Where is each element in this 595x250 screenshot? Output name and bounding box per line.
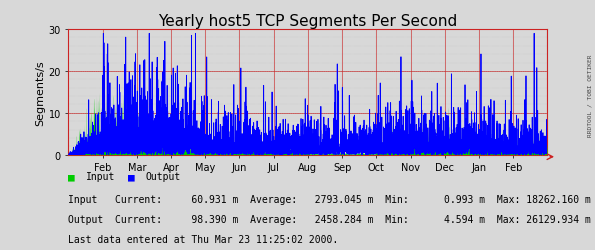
Text: ■: ■	[68, 171, 75, 181]
Title: Yearly host5 TCP Segments Per Second: Yearly host5 TCP Segments Per Second	[158, 14, 458, 29]
Text: Output  Current:     98.390 m  Average:   2458.284 m  Min:      4.594 m  Max: 26: Output Current: 98.390 m Average: 2458.2…	[68, 214, 591, 224]
Text: ■: ■	[128, 171, 134, 181]
Text: RRDTOOL / TOBI OETIKER: RRDTOOL / TOBI OETIKER	[587, 54, 592, 136]
Text: Input: Input	[86, 171, 115, 181]
Text: Last data entered at Thu Mar 23 11:25:02 2000.: Last data entered at Thu Mar 23 11:25:02…	[68, 234, 339, 244]
Text: Output: Output	[146, 171, 181, 181]
Text: Input   Current:     60.931 m  Average:   2793.045 m  Min:      0.993 m  Max: 18: Input Current: 60.931 m Average: 2793.04…	[68, 194, 591, 204]
Y-axis label: Segments/s: Segments/s	[36, 60, 46, 125]
